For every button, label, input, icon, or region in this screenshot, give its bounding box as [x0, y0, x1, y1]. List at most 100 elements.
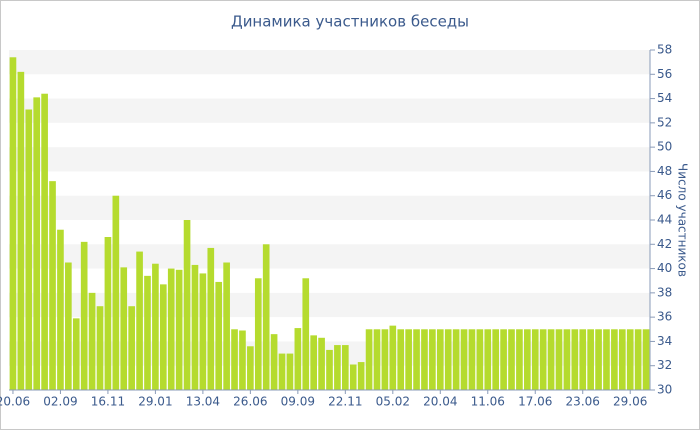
bar [342, 345, 349, 390]
bar [57, 229, 64, 390]
bar [17, 71, 25, 390]
bar [88, 292, 96, 390]
y-tick-label: 54 [657, 91, 672, 105]
y-tick-label: 48 [657, 164, 672, 178]
bar [444, 329, 452, 390]
x-tick-label: 29.06 [613, 395, 647, 409]
bar [500, 329, 507, 390]
bar [508, 329, 515, 390]
x-tick-label: 29.01 [138, 395, 172, 409]
bar [199, 273, 207, 390]
y-tick-label: 36 [657, 310, 672, 324]
bar [167, 268, 175, 390]
bar [334, 345, 341, 390]
bar [159, 284, 167, 390]
bar [144, 275, 151, 390]
bar [25, 109, 33, 390]
bar [65, 262, 72, 390]
y-tick-label: 34 [657, 334, 672, 348]
x-tick-label: 09.09 [281, 395, 315, 409]
bar [634, 329, 642, 390]
bar [136, 251, 143, 390]
bar [405, 329, 412, 390]
bar [595, 329, 602, 390]
y-tick-label: 56 [657, 67, 672, 81]
bar [642, 329, 650, 390]
bar [207, 247, 215, 390]
x-tick-label: 26.06 [233, 395, 267, 409]
bar [429, 329, 436, 390]
bar [349, 364, 357, 390]
bar [452, 329, 460, 390]
bar [603, 329, 610, 390]
bar [413, 329, 420, 390]
x-tick-label: 22.11 [328, 395, 362, 409]
x-tick-label: 20.04 [423, 395, 457, 409]
bar [80, 241, 88, 390]
bar [587, 329, 594, 390]
y-tick-label: 46 [657, 188, 672, 202]
bar [96, 306, 104, 390]
bar [484, 329, 492, 390]
bar [231, 329, 238, 390]
bar [104, 237, 112, 390]
x-tick-label: 17.06 [518, 395, 552, 409]
grid-band [9, 195, 650, 220]
bar [262, 244, 270, 390]
bar [421, 329, 428, 390]
x-tick-label: 05.02 [376, 395, 410, 409]
bar [365, 329, 373, 390]
bar [373, 329, 381, 390]
bar [278, 353, 286, 390]
x-tick-label: 11.06 [471, 395, 505, 409]
y-tick-label: 40 [657, 261, 672, 275]
x-tick-label: 20.06 [0, 395, 30, 409]
x-tick-label: 13.04 [186, 395, 220, 409]
bar [626, 329, 634, 390]
bar [152, 263, 159, 390]
bar [120, 267, 128, 390]
bar [436, 329, 444, 390]
bar [547, 329, 555, 390]
bar [112, 195, 120, 390]
bar [191, 264, 199, 390]
bar [254, 278, 262, 390]
bar [326, 349, 333, 390]
bar [239, 330, 246, 390]
y-tick-label: 58 [657, 43, 672, 57]
bar [175, 269, 183, 390]
bar [72, 318, 80, 390]
x-tick-label: 02.09 [43, 395, 77, 409]
bar [270, 334, 278, 390]
x-tick-label: 16.11 [91, 395, 125, 409]
bar [611, 329, 618, 390]
y-tick-label: 30 [657, 383, 672, 397]
y-tick-label: 32 [657, 358, 672, 372]
bar [492, 329, 500, 390]
bar [247, 346, 254, 390]
bar [9, 57, 17, 391]
bar [468, 329, 476, 390]
y-tick-label: 44 [657, 213, 672, 227]
bar [128, 306, 135, 390]
bar [389, 325, 397, 390]
bar [555, 329, 563, 390]
bar [223, 262, 230, 390]
bar [49, 181, 56, 390]
y-tick-label: 50 [657, 140, 672, 154]
grid-band [9, 147, 650, 172]
bar [381, 329, 389, 390]
bar [579, 329, 587, 390]
bar [318, 337, 325, 390]
bar [286, 353, 294, 390]
bar [33, 97, 41, 390]
y-tick-label: 38 [657, 285, 672, 299]
y-tick-label: 52 [657, 115, 672, 129]
bar [183, 220, 191, 390]
y-tick-label: 42 [657, 237, 672, 251]
bar [294, 328, 302, 390]
bar [302, 278, 310, 390]
bar [215, 281, 223, 390]
bar [571, 329, 579, 390]
x-tick-label: 23.06 [566, 395, 600, 409]
